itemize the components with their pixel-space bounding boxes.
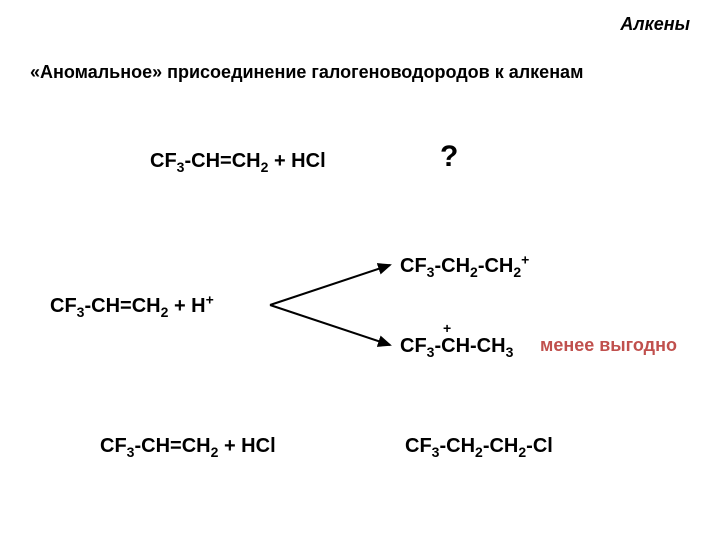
slide-subtitle: «Аномальное» присоединение галогеноводор… xyxy=(30,62,583,83)
equation-1-reactant: CF3-CH=CH2 + HCl xyxy=(150,150,326,173)
slide-header: Алкены xyxy=(620,14,690,35)
arrow-top xyxy=(270,265,390,305)
equation-2-reactant: CF3-CH=CH2 + H+ xyxy=(50,295,214,318)
arrow-bottom xyxy=(270,305,390,345)
equation-1-product: ? xyxy=(440,140,458,174)
equation-2-product-bottom-charge: + xyxy=(443,320,451,336)
equation-2-product-bottom: CF3-CH-CH3 xyxy=(400,335,513,358)
equation-3-reactant: CF3-CH=CH2 + HCl xyxy=(100,435,276,458)
slide: Алкены «Аномальное» присоединение галоге… xyxy=(0,0,720,540)
branch-arrows xyxy=(260,245,400,365)
equation-3-product: CF3-CH2-CH2-Cl xyxy=(405,435,553,458)
equation-2-annotation: менее выгодно xyxy=(540,335,677,356)
equation-2-product-top: CF3-CH2-CH2+ xyxy=(400,255,529,278)
